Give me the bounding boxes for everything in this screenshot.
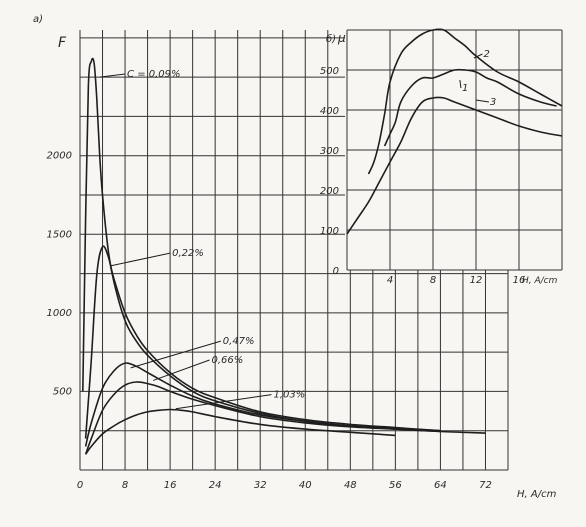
panel-a-ytick: 500 [53,386,72,397]
panel-a-curve-4 [84,381,441,455]
panel-b-xtick: 4 [387,275,393,286]
panel-b-ytick: 100 [320,226,339,237]
panel-a-label-leader [130,340,221,369]
panel-a-curves [82,57,486,455]
panel-a-series-label: C = 0,09% [127,69,181,80]
panel-b-xlabel: H, A/cm [522,276,558,286]
panel-b: б) μ H, A/cm 4 8 12 16 0 100 200 300 400 500 2 1 3 [320,28,563,286]
panel-a-xtick: 72 [479,480,492,491]
panel-b-series-label: 1 [462,83,468,94]
panel-a-ytick: 1000 [47,308,72,319]
panel-a-xtick: 0 [77,480,83,491]
panel-b-ytick: 200 [320,186,339,197]
panel-b-series-label: 3 [490,97,496,108]
panel-b-series-labels: 2 1 3 [459,49,496,108]
panel-b-curve-3 [346,96,563,235]
panel-b-xtick: 16 [513,275,526,286]
panel-a-curve-3 [84,362,441,447]
panel-a-series-label: 0,22% [172,248,204,259]
panel-b-ytick: 400 [320,106,339,117]
panel-b-ytick: 0 [333,266,339,277]
panel-a-xlabel: H, A/cm [517,489,557,500]
panel-a: a) F H, A/cm 0 8 16 24 32 40 48 56 64 72500100015… [33,14,557,500]
panel-a-series-label: 1,03% [273,390,305,401]
panel-a-xtick: 24 [209,480,222,491]
panel-a-curve-2 [84,245,441,439]
panel-a-xtick: 48 [344,480,357,491]
panel-b-label-leader [473,53,483,59]
panel-a-curve-5 [84,408,396,455]
panel-b-xtick: 12 [470,275,483,286]
panel-a-xtick: 64 [434,480,447,491]
panel-a-label-leader [153,359,210,381]
panel-a-ylabel: F [58,35,67,51]
panel-a-label-leader [175,394,272,410]
panel-a-ytick: 2000 [47,151,72,162]
panel-a-label-leader [110,252,171,267]
panel-a-xtick: 56 [389,480,402,491]
panel-b-ticks: 4 8 12 16 0 100 200 300 400 500 [320,66,525,286]
panel-b-ytick: 500 [320,66,339,77]
panel-b-curve-1 [383,68,557,147]
panel-b-xtick: 8 [430,275,436,286]
panel-a-xtick: 16 [164,480,177,491]
panel-a-series-label: 0,66% [212,355,244,366]
panel-a-label-leader [99,73,126,78]
panel-b-curves [346,28,563,235]
panel-b-series-label: 2 [483,49,489,60]
panel-b-ytick: 300 [320,146,339,157]
panel-a-xtick: 32 [254,480,267,491]
panel-b-label-leader [475,99,489,103]
panel-b-grid [346,29,563,271]
panel-a-series-label: 0,47% [223,336,255,347]
panel-a-ytick: 1500 [47,229,72,240]
panel-b-label: б) [326,33,336,45]
panel-a-series-labels: C = 0,09% 0,22% 0,47% 0,66% 1,03% [99,69,305,410]
panel-a-label: a) [33,14,43,25]
panel-a-xtick: 8 [122,480,128,491]
panel-b-label-leader [459,79,462,89]
panel-b-curve-2 [367,28,563,175]
panel-a-xtick: 40 [299,480,312,491]
panel-b-ylabel: μ [337,31,346,45]
